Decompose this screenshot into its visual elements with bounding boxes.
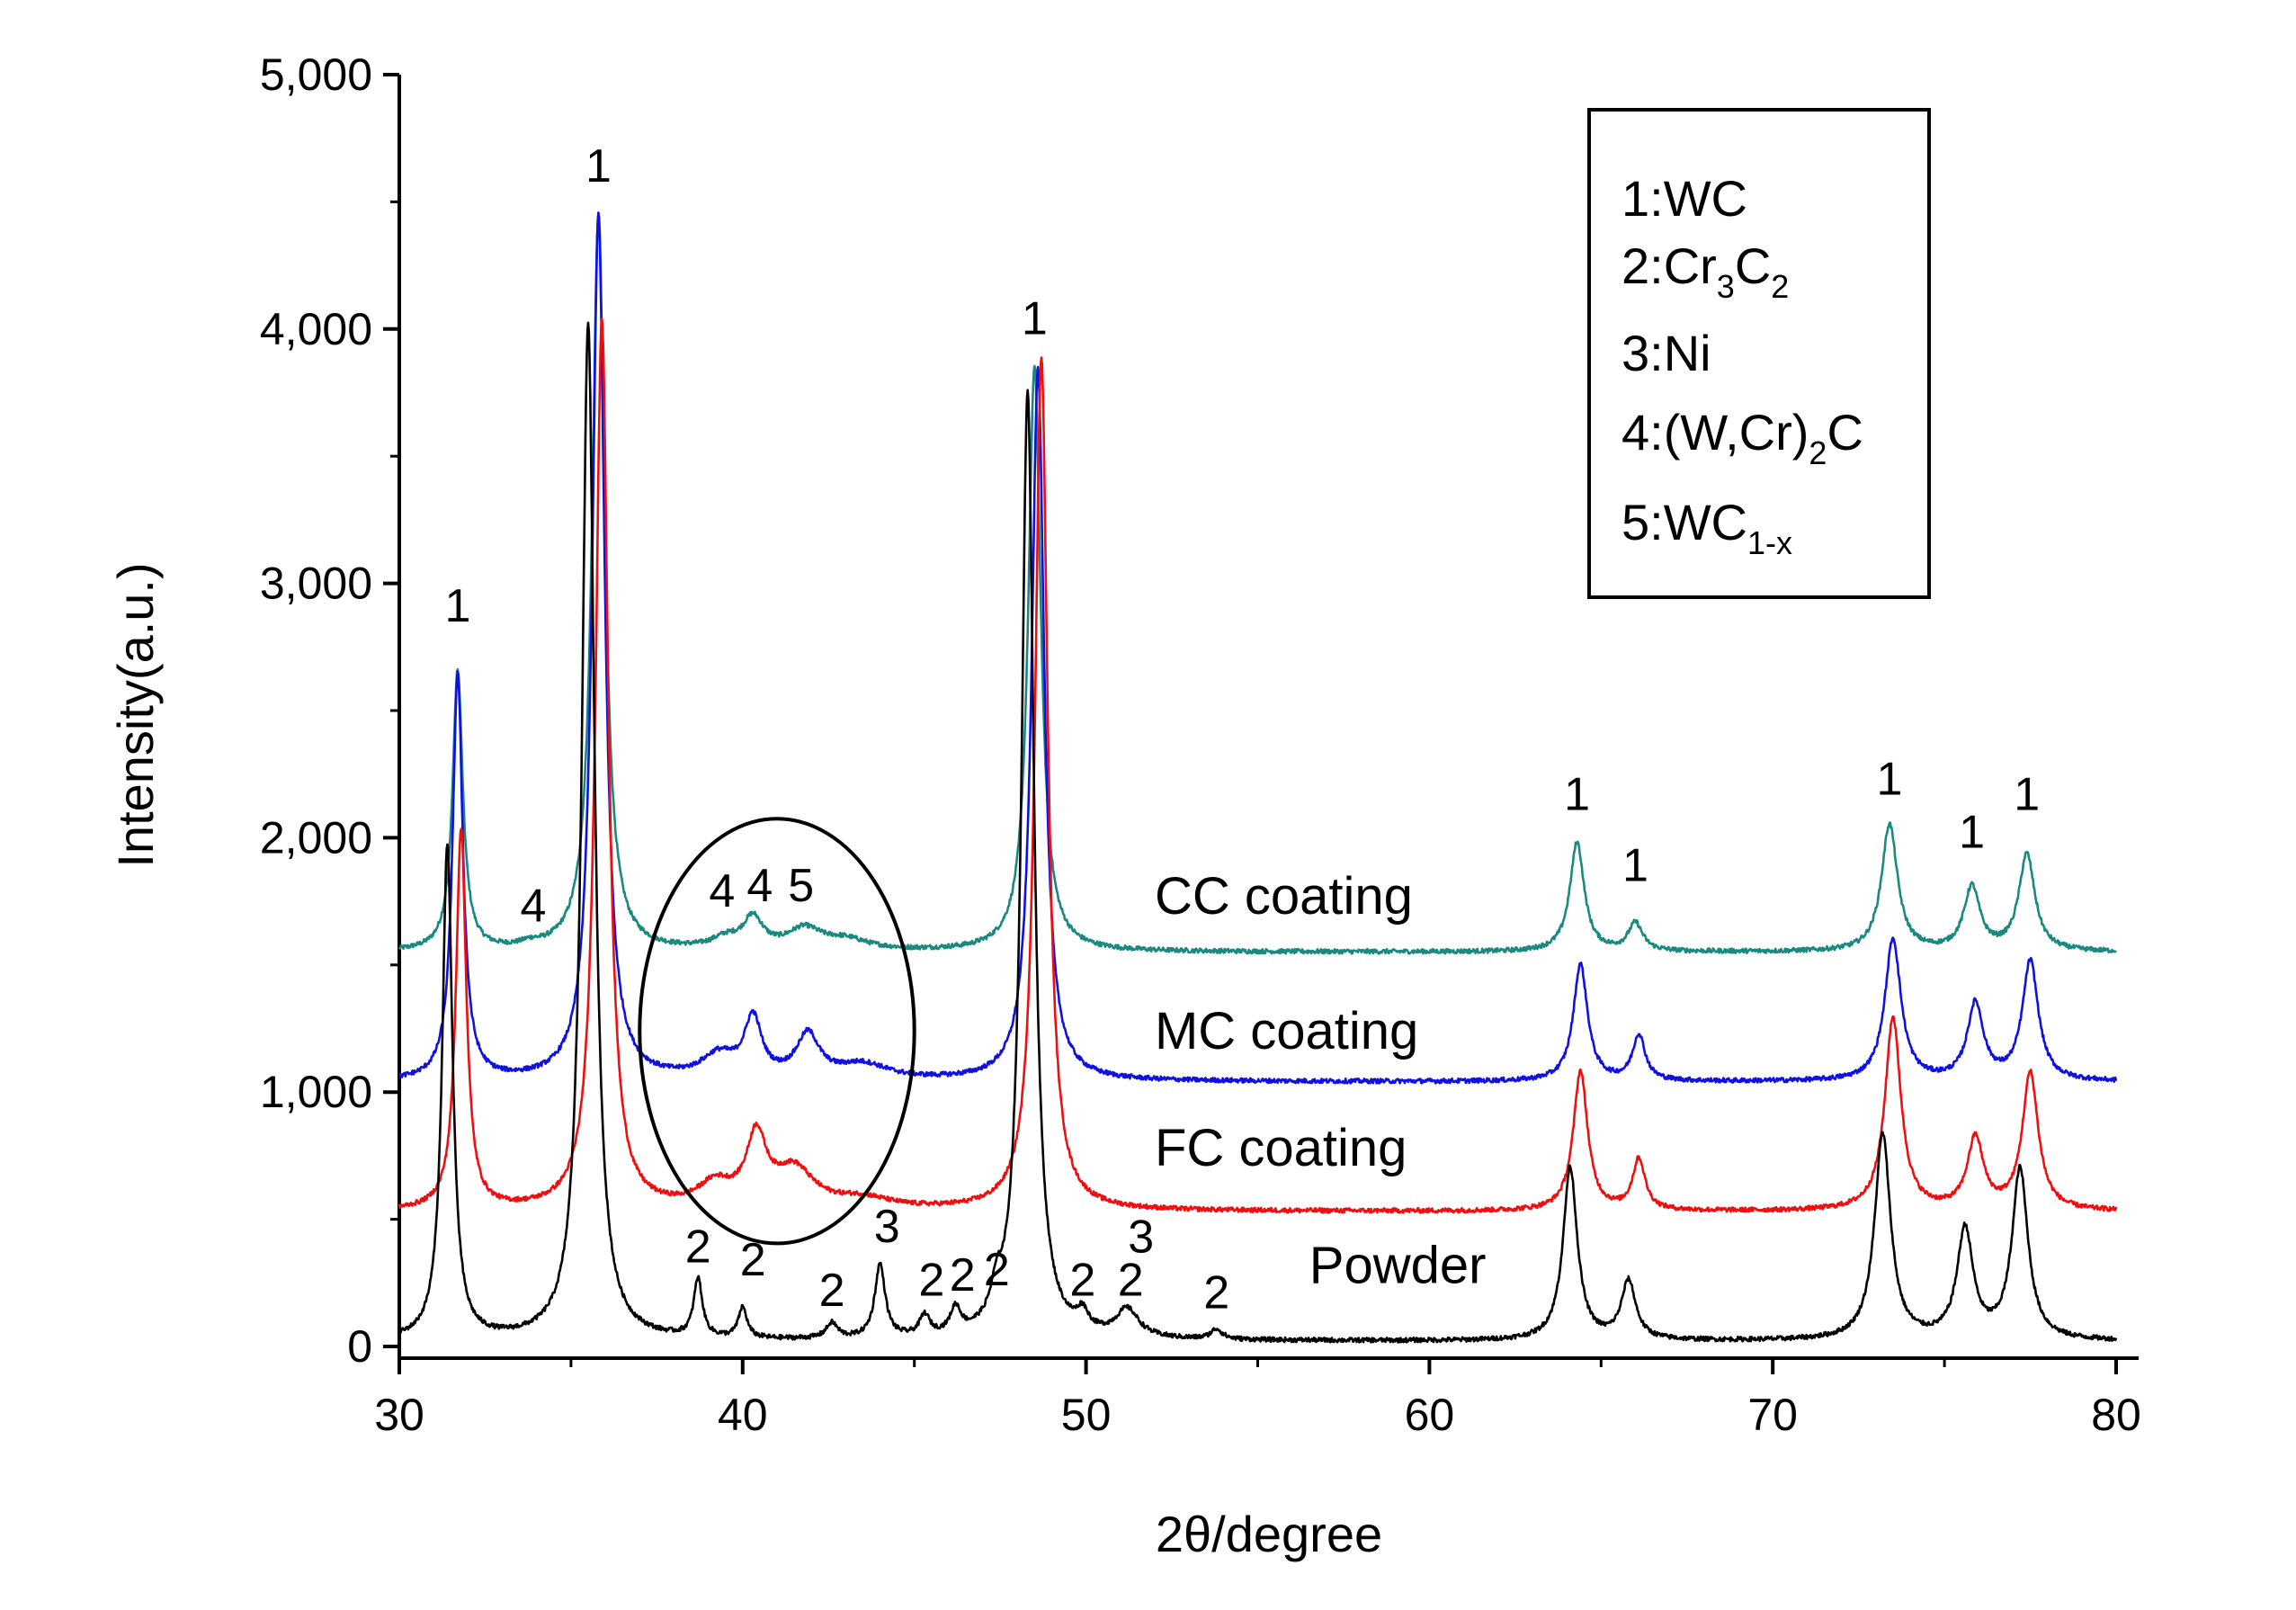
legend-entry: 3:Ni: [1621, 325, 1711, 381]
peak-label: 1: [2014, 768, 2040, 820]
peak-label: 3: [874, 1201, 900, 1253]
peak-label: 2: [685, 1221, 711, 1274]
peak-label: 5: [788, 860, 814, 912]
peak-label: 1: [1877, 753, 1903, 805]
peak-label: 1: [1022, 292, 1048, 344]
y-ticks: 0 1,000 2,000 3,000 4,000 5,000: [260, 49, 399, 1372]
legend-entry: 2:Cr3C2: [1621, 237, 1789, 305]
peak-label: 4: [746, 860, 773, 912]
series-label-mc-coating: MC coating: [1155, 1002, 1418, 1060]
peak-label: 1: [1959, 807, 1985, 859]
peak-label: 2: [1118, 1254, 1144, 1306]
peak-label: 2: [918, 1254, 944, 1306]
peak-label: 1: [1622, 839, 1648, 891]
legend-box: [1587, 108, 1931, 599]
peak-label: 2: [984, 1244, 1010, 1296]
x-axis-title: 2θ/degree: [1156, 1506, 1382, 1562]
legend-entry: 1:WC: [1621, 170, 1747, 227]
peak-label: 2: [819, 1265, 845, 1317]
peak-label: 1: [444, 580, 470, 632]
x-ticks: 30 40 50 60 70 80: [374, 1358, 2141, 1440]
legend-entry: 4:(W,Cr)2C: [1621, 404, 1863, 471]
peak-label: 1: [1564, 768, 1590, 820]
x-tick-label: 40: [718, 1390, 768, 1440]
legend-entries: 1:WC 2:Cr3C2 3:Ni 4:(W,Cr)2C 5:WC1-x: [1621, 170, 1863, 561]
legend: 1:WC 2:Cr3C2 3:Ni 4:(W,Cr)2C 5:WC1-x: [1587, 108, 1931, 599]
peak-label: 3: [1128, 1211, 1154, 1263]
x-tick-label: 70: [1747, 1390, 1798, 1440]
y-tick-label: 3,000: [260, 559, 372, 609]
x-tick-label: 30: [374, 1390, 424, 1440]
y-tick-label: 2,000: [260, 812, 372, 863]
x-tick-label: 60: [1405, 1390, 1455, 1440]
peak-label: 4: [709, 865, 735, 917]
peak-label: 2: [1069, 1254, 1095, 1306]
x-tick-label: 80: [2091, 1390, 2141, 1440]
highlight-ellipse: [638, 817, 916, 1246]
plot-frame: [398, 75, 2139, 1360]
y-tick-label: 4,000: [260, 304, 372, 354]
series-line-powder: [398, 321, 2118, 1344]
series-labels: CC coating MC coating FC coating Powder: [1155, 867, 1486, 1294]
y-tick-label: 5,000: [260, 49, 372, 100]
series-line-mc-coating: [398, 211, 2118, 1085]
series-label-cc-coating: CC coating: [1155, 867, 1413, 926]
peak-label: 2: [1203, 1267, 1229, 1319]
peak-label: 4: [520, 881, 546, 933]
series-group: [398, 211, 2118, 1344]
peak-label: 2: [950, 1249, 976, 1301]
legend-entry: 5:WC1-x: [1621, 494, 1792, 561]
peak-label: 1: [585, 140, 612, 192]
y-tick-label: 0: [347, 1321, 372, 1372]
series-label-powder: Powder: [1309, 1236, 1487, 1294]
x-tick-label: 50: [1061, 1390, 1112, 1440]
series-line-cc-coating: [398, 213, 2117, 955]
y-tick-label: 1,000: [260, 1067, 372, 1117]
y-axis-title: Intensity(a.u.): [107, 562, 164, 867]
series-label-fc-coating: FC coating: [1155, 1119, 1407, 1177]
